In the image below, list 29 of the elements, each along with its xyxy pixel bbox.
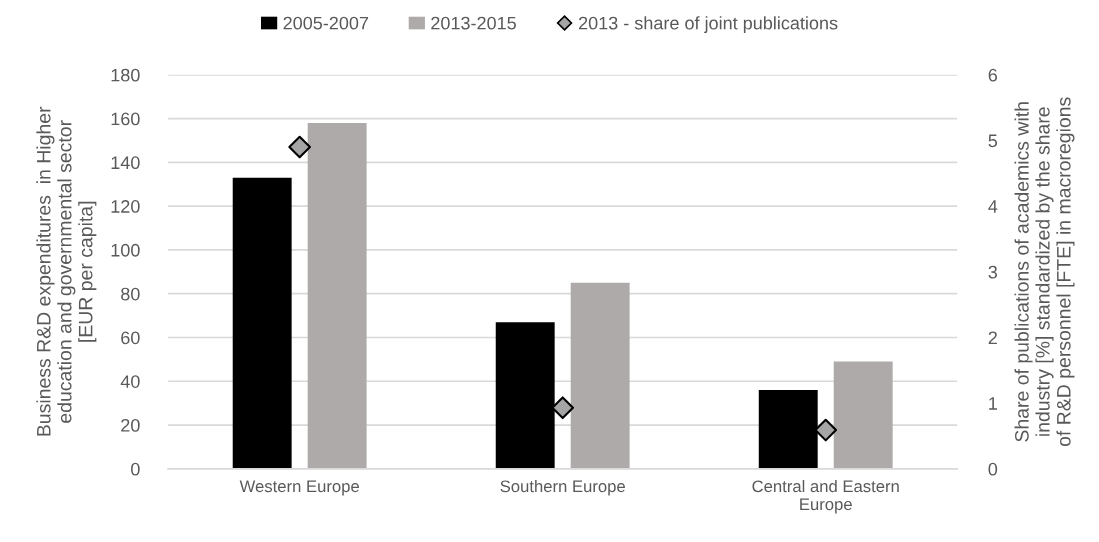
y2-tick-label: 4 — [988, 200, 998, 213]
y2-tick-label: 5 — [988, 134, 998, 148]
y-tick-label: 140 — [111, 156, 140, 170]
legend-label: 2013 - share of joint publications — [579, 16, 838, 34]
y2-tick-label: 6 — [988, 68, 998, 82]
x-tick-label: Western Europe — [239, 480, 359, 496]
legend-label: 2013-2015 — [431, 16, 516, 30]
y-tick-label: 60 — [121, 331, 140, 345]
y2-tick-label: 0 — [988, 462, 998, 476]
point — [551, 396, 575, 420]
bar — [232, 177, 292, 469]
y-tick-label: 20 — [121, 418, 140, 432]
legend-label: 2005-2007 — [283, 16, 369, 30]
y-tick-label: 180 — [111, 68, 140, 82]
y-tick-label: 160 — [111, 112, 140, 126]
y-tick-label: 120 — [111, 200, 140, 213]
x-tick-label: Southern Europe — [500, 479, 625, 496]
y2-tick-label: 2 — [988, 331, 997, 345]
y-tick-label: 100 — [111, 243, 140, 257]
y2-axis-title: Share of publications of academics with industry [%] standardized by the share of R&D personnel [FTE] in macroregions — [1014, 97, 1075, 447]
y-tick-label: 40 — [120, 375, 140, 388]
x-tick-label: Central and Eastern Europe — [752, 479, 899, 514]
y-tick-label: 80 — [121, 287, 140, 301]
y2-tick-label: 3 — [988, 265, 998, 279]
y-axis-title: Business R&D expenditures in Higher education and governmental sector [EUR per capita] — [36, 106, 97, 436]
y2-tick-label: 1 — [989, 397, 997, 410]
point — [814, 418, 838, 442]
y-tick-label: 0 — [131, 462, 140, 476]
point — [288, 135, 311, 159]
